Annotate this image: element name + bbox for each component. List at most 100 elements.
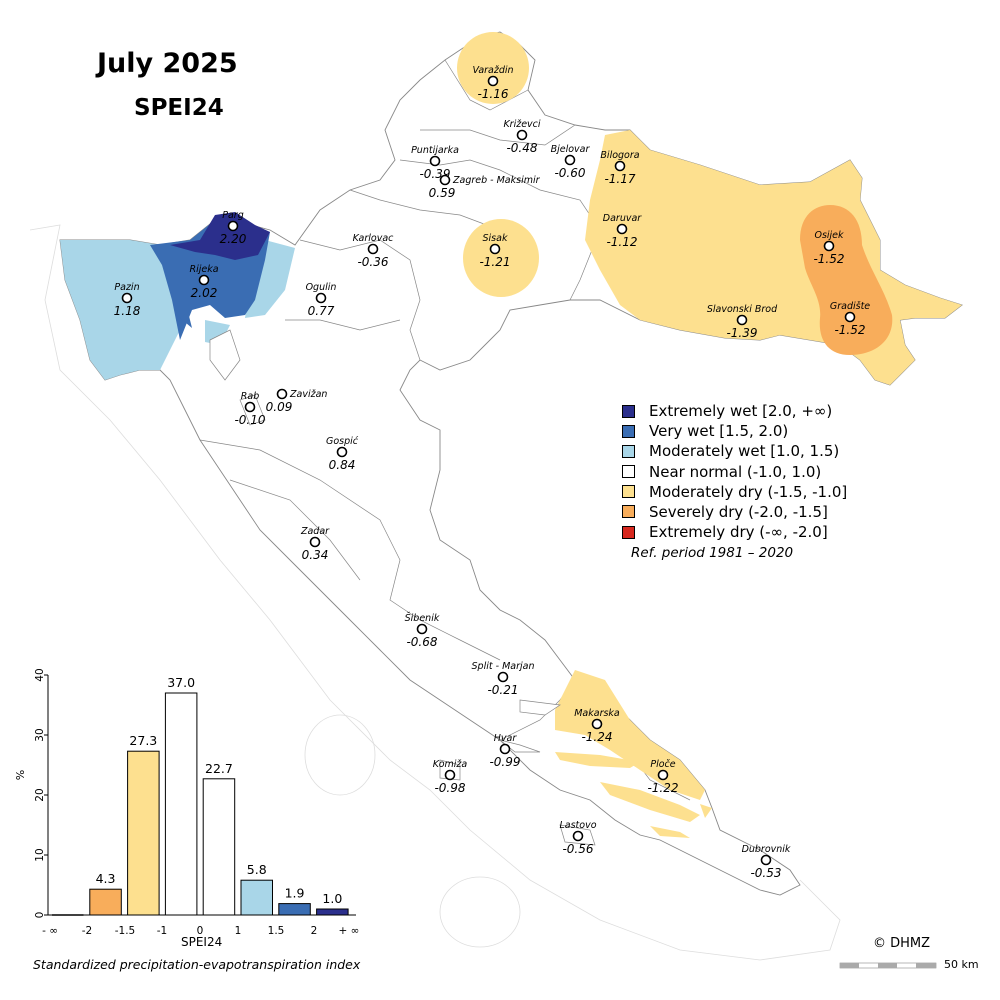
chart-bar bbox=[127, 750, 160, 916]
station-value: -1.21 bbox=[479, 255, 510, 269]
station-26: Lastovo -0.56 bbox=[559, 820, 596, 856]
station-value: -0.56 bbox=[562, 842, 593, 856]
chart-x-tick-label: -2 bbox=[82, 925, 92, 937]
station-marker bbox=[367, 243, 379, 255]
chart-bar bbox=[89, 888, 122, 916]
station-name: Bilogora bbox=[600, 150, 639, 161]
legend-item: Moderately wet [1.0, 1.5) bbox=[622, 441, 847, 461]
station-marker bbox=[276, 388, 288, 400]
station-value: 0.09 bbox=[266, 400, 293, 414]
station-name: Karlovac bbox=[353, 233, 395, 244]
station-marker bbox=[616, 223, 628, 235]
station-marker bbox=[444, 769, 456, 781]
station-value: -1.22 bbox=[647, 781, 678, 795]
station-marker bbox=[429, 155, 441, 167]
station-marker bbox=[823, 240, 835, 252]
station-4: Bilogora -1.17 bbox=[600, 150, 639, 186]
station-name: Dubrovnik bbox=[742, 844, 791, 855]
station-name: Sisak bbox=[483, 233, 508, 244]
legend-swatch bbox=[622, 404, 635, 418]
legend-swatch bbox=[622, 444, 635, 458]
station-name: Lastovo bbox=[559, 820, 596, 831]
scale-bar bbox=[839, 962, 937, 969]
station-value: -1.52 bbox=[813, 252, 844, 266]
station-27: Dubrovnik -0.53 bbox=[742, 844, 791, 880]
station-value: 0.34 bbox=[302, 548, 329, 562]
station-value: -0.10 bbox=[234, 413, 265, 427]
chart-x-tick-label: - ∞ bbox=[42, 925, 58, 937]
chart-x-tick-label: 1 bbox=[235, 925, 242, 937]
station-name: Zagreb - Maksimir bbox=[452, 175, 541, 186]
station-21: Split - Marjan -0.21 bbox=[472, 661, 535, 697]
station-name: Daruvar bbox=[603, 213, 643, 224]
legend-label: Moderately wet [1.0, 1.5) bbox=[649, 442, 840, 461]
chart-y-tick-label: 0 bbox=[34, 912, 46, 919]
station-name: Gradište bbox=[830, 301, 870, 312]
chart-data-label: 27.3 bbox=[129, 733, 157, 748]
station-marker bbox=[315, 292, 327, 304]
chart-data-label: 1.0 bbox=[322, 891, 342, 906]
legend-item: Moderately dry (-1.5, -1.0] bbox=[622, 482, 847, 502]
station-marker bbox=[489, 243, 501, 255]
station-value: -1.39 bbox=[726, 326, 757, 340]
station-value: 0.84 bbox=[329, 458, 356, 472]
chart-x-tick-label: 1.5 bbox=[268, 925, 285, 937]
legend-item: Near normal (-1.0, 1.0) bbox=[622, 462, 847, 482]
legend-item: Extremely dry (-∞, -2.0] bbox=[622, 522, 847, 542]
station-value: 2.20 bbox=[220, 232, 247, 246]
station-name: Ogulin bbox=[306, 282, 337, 293]
station-name: Zadar bbox=[300, 526, 330, 537]
station-value: 0.59 bbox=[429, 186, 456, 200]
legend-item: Severely dry (-2.0, -1.5] bbox=[622, 502, 847, 522]
station-22: Makarska -1.24 bbox=[574, 708, 620, 744]
chart-data-label: 22.7 bbox=[205, 761, 233, 776]
wet-areas bbox=[60, 212, 295, 380]
station-marker bbox=[416, 623, 428, 635]
chart-caption: Standardized precipitation-evapotranspir… bbox=[33, 957, 361, 972]
station-20: Šibenik -0.68 bbox=[405, 612, 440, 649]
station-marker bbox=[657, 769, 669, 781]
chart-y-axis-label: % bbox=[14, 770, 27, 780]
station-value: 2.02 bbox=[191, 286, 218, 300]
chart-data-label: 37.0 bbox=[167, 675, 195, 690]
station-name: Gospić bbox=[326, 436, 359, 447]
station-0: Varaždin -1.16 bbox=[472, 65, 513, 101]
legend-label: Extremely wet [2.0, +∞) bbox=[649, 402, 833, 420]
station-15: Slavonski Brod -1.39 bbox=[707, 304, 778, 340]
legend-swatch bbox=[622, 525, 635, 539]
station-name: Puntijarka bbox=[411, 145, 459, 156]
station-value: -0.99 bbox=[489, 755, 520, 769]
station-value: -0.48 bbox=[506, 141, 537, 155]
station-name: Osijek bbox=[814, 230, 844, 241]
station-14: Gradište -1.52 bbox=[830, 301, 870, 337]
station-name: Pazin bbox=[114, 282, 139, 293]
station-value: 1.18 bbox=[114, 304, 141, 318]
reference-period: Ref. period 1981 – 2020 bbox=[631, 545, 794, 561]
station-name: Split - Marjan bbox=[472, 661, 535, 672]
station-value: 0.77 bbox=[308, 304, 335, 318]
chart-x-tick-label: + ∞ bbox=[339, 925, 360, 937]
legend-label: Severely dry (-2.0, -1.5] bbox=[649, 502, 828, 521]
legend: Extremely wet [2.0, +∞) Very wet [1.5, 2… bbox=[622, 401, 847, 542]
station-name: Bjelovar bbox=[551, 144, 591, 155]
chart-bar bbox=[240, 879, 273, 916]
station-25: Ploče -1.22 bbox=[647, 759, 678, 795]
legend-swatch bbox=[622, 505, 635, 519]
station-marker bbox=[591, 718, 603, 730]
station-name: Komiža bbox=[433, 759, 468, 770]
station-name: Varaždin bbox=[472, 65, 513, 76]
station-1: Križevci -0.48 bbox=[503, 119, 540, 155]
chart-x-tick-label: -1.5 bbox=[115, 925, 136, 937]
legend-label: Very wet [1.5, 2.0) bbox=[649, 422, 789, 441]
station-8: Sisak -1.21 bbox=[479, 233, 510, 269]
station-marker bbox=[499, 743, 511, 755]
station-9: Daruvar -1.12 bbox=[603, 213, 643, 249]
scale-label: 50 km bbox=[944, 958, 979, 971]
station-marker bbox=[487, 75, 499, 87]
chart-data-label: 5.8 bbox=[247, 862, 267, 877]
chart-bar bbox=[164, 692, 198, 916]
